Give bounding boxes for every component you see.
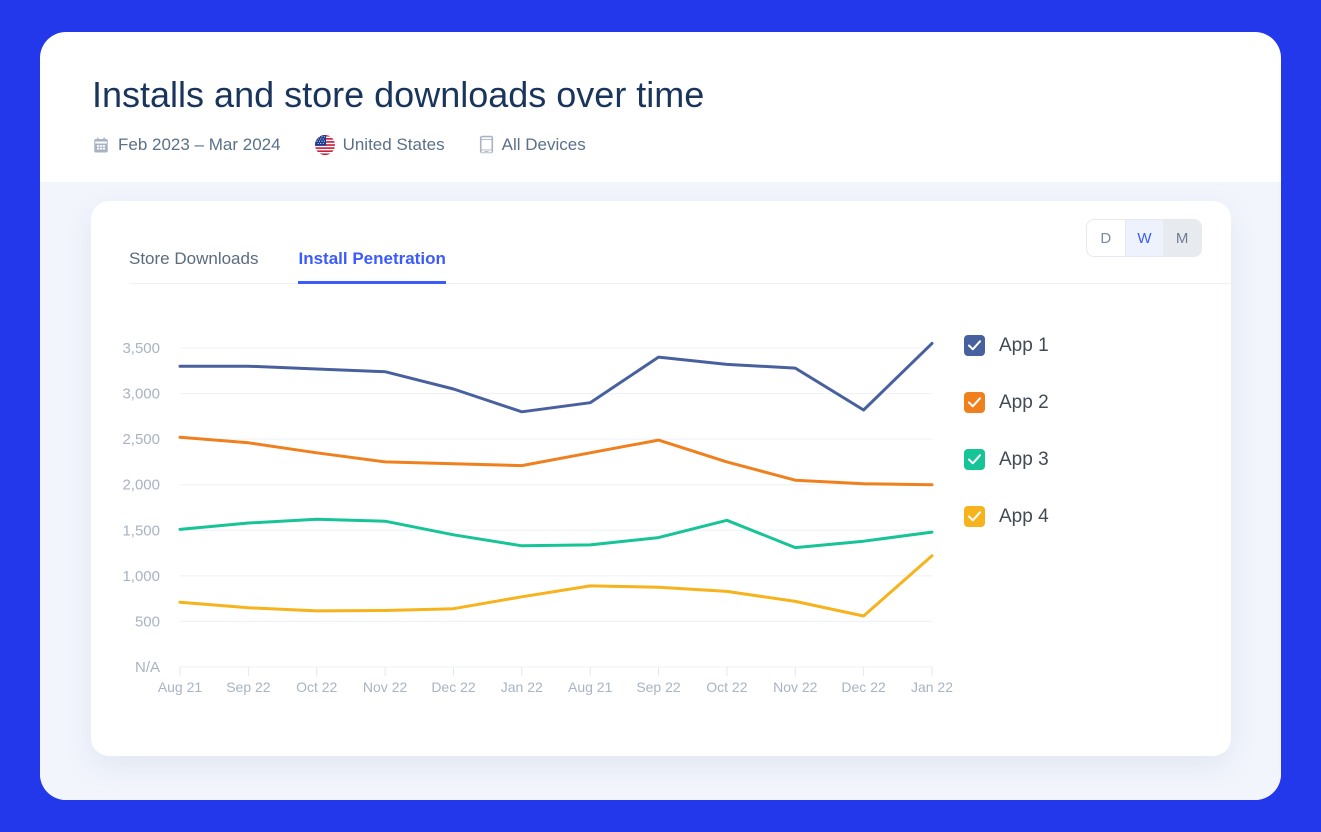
svg-text:Oct 22: Oct 22: [296, 679, 337, 695]
svg-text:Sep 22: Sep 22: [636, 679, 681, 695]
svg-text:1,000: 1,000: [122, 568, 160, 585]
svg-text:Dec 22: Dec 22: [841, 679, 886, 695]
svg-text:Aug 21: Aug 21: [568, 679, 613, 695]
svg-text:2,500: 2,500: [122, 431, 160, 448]
svg-text:Nov 22: Nov 22: [363, 679, 408, 695]
svg-text:Jan 22: Jan 22: [501, 679, 543, 695]
svg-text:N/A: N/A: [135, 659, 160, 676]
svg-text:Oct 22: Oct 22: [706, 679, 747, 695]
svg-text:3,500: 3,500: [122, 340, 160, 357]
svg-text:Nov 22: Nov 22: [773, 679, 818, 695]
svg-text:2,000: 2,000: [122, 477, 160, 494]
svg-text:1,500: 1,500: [122, 522, 160, 539]
svg-text:Dec 22: Dec 22: [431, 679, 476, 695]
svg-text:500: 500: [135, 613, 160, 630]
svg-text:Sep 22: Sep 22: [226, 679, 271, 695]
svg-text:Aug 21: Aug 21: [158, 679, 203, 695]
svg-text:Jan 22: Jan 22: [911, 679, 953, 695]
svg-text:3,000: 3,000: [122, 386, 160, 403]
